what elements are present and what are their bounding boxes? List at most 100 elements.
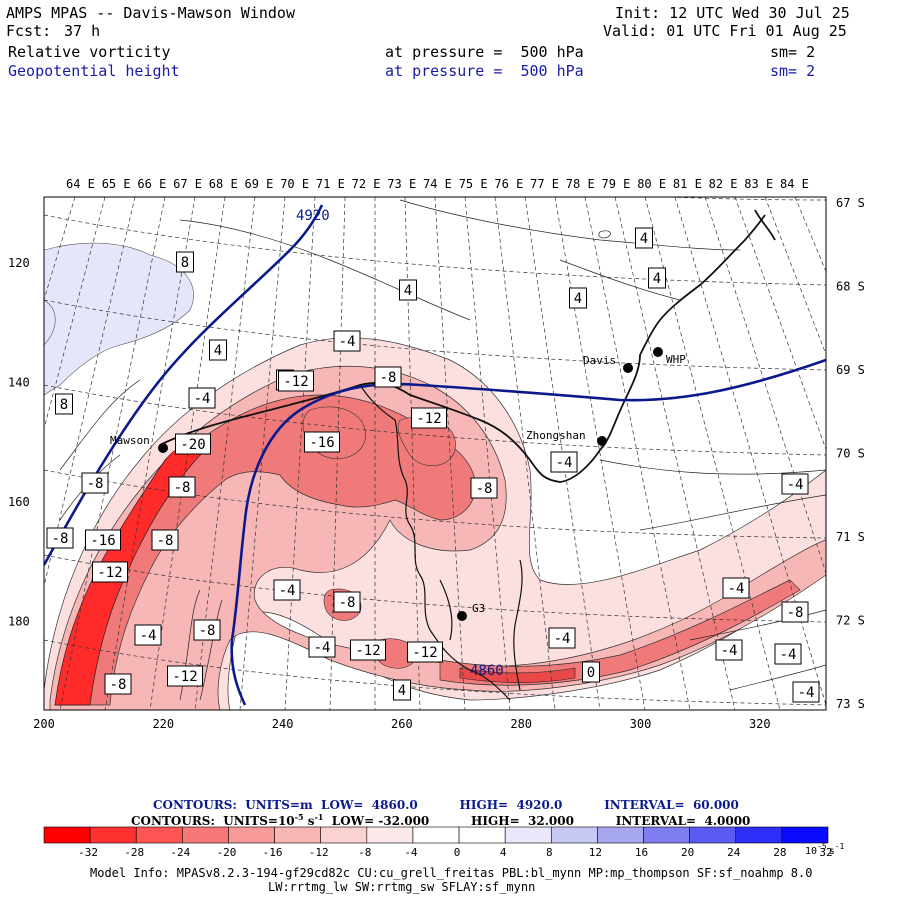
svg-text:8: 8 <box>181 255 189 271</box>
colorbar-label: 4 <box>500 846 507 859</box>
svg-text:-8: -8 <box>339 595 356 611</box>
vorticity-label: 8 <box>55 393 73 415</box>
lat-label: 73 S <box>836 697 865 711</box>
svg-text:-4: -4 <box>556 455 573 471</box>
map-fields <box>44 197 826 710</box>
svg-text:-8: -8 <box>174 480 191 496</box>
vorticity-label: -4 <box>134 624 162 646</box>
positive-vorticity-area <box>44 242 194 396</box>
grid-y-label: 140 <box>8 376 30 390</box>
lon-label: 70 E <box>280 177 309 191</box>
colorbar-label: 24 <box>727 846 741 859</box>
init-time: Init: 12 UTC Wed 30 Jul 25 <box>615 4 850 22</box>
svg-text:-4: -4 <box>780 647 797 663</box>
stations: Davis WHP Zhongshan Mawson G3 <box>110 347 686 621</box>
colorbar-cell <box>781 826 829 844</box>
vorticity-label: 4 <box>399 279 417 301</box>
lon-label: 82 E <box>709 177 738 191</box>
vorticity-label: -8 <box>193 619 221 641</box>
svg-text:-4: -4 <box>787 477 804 493</box>
colorbar-cell <box>320 826 368 844</box>
field1-level: at pressure = 500 hPa <box>385 43 584 61</box>
map-frame <box>43 196 827 711</box>
grid-x-label: 300 <box>630 717 652 731</box>
vorticity-label: -4 <box>333 330 361 352</box>
station-marker-zhongshan <box>597 436 607 446</box>
vorticity-label: -4 <box>548 627 576 649</box>
vorticity-label: -4 <box>781 473 809 495</box>
svg-text:-4: -4 <box>798 685 815 701</box>
lon-label: 80 E <box>637 177 666 191</box>
colorbar-cell <box>366 826 414 844</box>
lon-label: 67 E <box>173 177 202 191</box>
field2-smoothing: sm= 2 <box>770 62 816 80</box>
colorbar-cell <box>135 826 183 844</box>
svg-text:-8: -8 <box>52 531 69 547</box>
model-info-line2: LW:rrtmg_lw SW:rrtmg_sw SFLAY:sf_mynn <box>268 880 536 894</box>
svg-text:-12: -12 <box>416 411 441 427</box>
vorticity-label: -8 <box>151 529 179 551</box>
vorticity-label: 0 <box>582 661 600 683</box>
vorticity-label: -20 <box>175 433 211 455</box>
vorticity-label: -12 <box>407 641 443 663</box>
svg-text:-4: -4 <box>194 391 211 407</box>
field2-name: Geopotential height <box>8 62 180 80</box>
colorbar-label: -12 <box>309 846 329 859</box>
station-marker-g3 <box>457 611 467 621</box>
svg-text:-12: -12 <box>412 645 437 661</box>
colorbar-cell <box>228 826 275 844</box>
vorticity-label: -8 <box>168 476 196 498</box>
lat-label: 67 S <box>836 196 865 210</box>
vorticity-label: -8 <box>333 591 361 613</box>
grid-x-label: 240 <box>272 717 294 731</box>
vorticity-label: -4 <box>792 681 820 703</box>
lon-label: 64 E <box>66 177 95 191</box>
lon-label: 73 E <box>387 177 416 191</box>
grid-x-label: 320 <box>749 717 771 731</box>
station-marker-whp <box>653 347 663 357</box>
svg-text:4: 4 <box>574 291 582 307</box>
svg-text:-16: -16 <box>309 435 334 451</box>
colorbar-label: 20 <box>681 846 694 859</box>
svg-text:4: 4 <box>214 343 222 359</box>
colorbar-label: 12 <box>589 846 602 859</box>
grid-x-label: 280 <box>510 717 532 731</box>
colorbar-labels: -32 -28 -24 -20 -16 -12 -8 -4 0 4 8 12 16 20 24 28 32 <box>78 846 832 859</box>
colorbar-label: -28 <box>124 846 144 859</box>
vorticity-label: -12 <box>411 407 447 429</box>
svg-text:-8: -8 <box>110 677 127 693</box>
vorticity-contours <box>59 199 826 701</box>
svg-text:-8: -8 <box>787 605 804 621</box>
lat-label: 69 S <box>836 363 865 377</box>
vorticity-label: 4 <box>393 679 411 701</box>
forecast-hours: 37 h <box>64 22 101 40</box>
svg-text:-8: -8 <box>199 623 216 639</box>
vorticity-label: -8 <box>781 601 809 623</box>
svg-text:-20: -20 <box>180 437 205 453</box>
svg-text:-8: -8 <box>476 481 493 497</box>
svg-text:-12: -12 <box>97 565 122 581</box>
vorticity-label: -12 <box>278 370 314 392</box>
vorticity-label: -4 <box>550 451 578 473</box>
lat-label: 72 S <box>836 614 865 628</box>
vorticity-label: -8 <box>81 472 109 494</box>
svg-text:-12: -12 <box>283 374 308 390</box>
svg-text:-4: -4 <box>314 640 331 656</box>
colorbar-cell <box>689 826 737 844</box>
vorticity-label: -8 <box>470 477 498 499</box>
colorbar-unit: 10-5 s-1 <box>805 842 845 857</box>
vorticity-label: 4 <box>569 287 587 309</box>
svg-text:-8: -8 <box>87 476 104 492</box>
svg-text:-12: -12 <box>355 643 380 659</box>
grid-x-label: 220 <box>152 717 174 731</box>
lon-label: 83 E <box>744 177 773 191</box>
grid-y-label: 120 <box>8 256 30 270</box>
lon-label: 77 E <box>530 177 559 191</box>
lon-label: 78 E <box>566 177 595 191</box>
vorticity-label: -4 <box>273 579 301 601</box>
station-label-zhongshan: Zhongshan <box>526 429 586 442</box>
grid-y-label: 160 <box>8 495 30 509</box>
ice-shelf-boundary <box>359 384 523 701</box>
vorticity-label: -4 <box>308 636 336 658</box>
